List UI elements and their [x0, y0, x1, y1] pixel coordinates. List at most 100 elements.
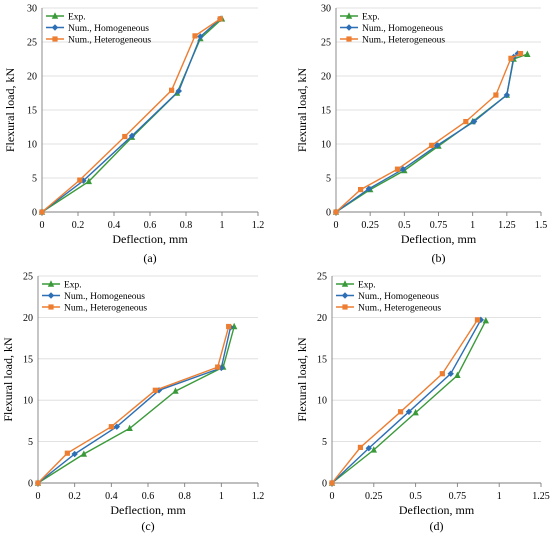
x-tick-label: 0.8 — [178, 491, 191, 502]
x-tick-label: 0.2 — [72, 220, 85, 231]
chart-panel-2: 0 5 10 15 20 25 30 0 0.25 0.5 0.75 1 1.25 1.5 Deflecti… — [295, 4, 547, 266]
data-point — [80, 177, 87, 184]
y-tick-label: 5 — [28, 437, 33, 448]
data-point — [474, 317, 481, 323]
x-tick-label: 1.2 — [252, 491, 265, 502]
data-point — [429, 142, 435, 148]
legend: Exp.Num., Homogeneous Num., Heterogeneous — [46, 12, 151, 46]
x-tick-label: 0.25 — [365, 491, 383, 502]
data-point — [463, 118, 469, 125]
series-line — [331, 319, 482, 484]
panel-label: (a) — [143, 251, 156, 265]
data-point — [39, 209, 45, 215]
x-tick-label: 0.75 — [449, 491, 467, 502]
x-tick-label: 1 — [219, 491, 224, 502]
x-axis-label: Deflection, mm — [112, 232, 188, 246]
x-tick-label: 0.5 — [398, 220, 411, 231]
legend-entry: Exp. — [362, 13, 380, 23]
data-point — [152, 387, 158, 393]
data-point — [197, 33, 204, 40]
y-axis-label: Flexural load, kN — [3, 68, 17, 153]
data-point — [217, 16, 223, 22]
series-diamond — [328, 316, 485, 487]
y-tick-label: 15 — [317, 354, 327, 365]
legend-marker — [341, 280, 349, 287]
x-tick-label: 1 — [497, 491, 502, 502]
series-line — [37, 326, 235, 484]
y-tick-label: 15 — [321, 106, 331, 117]
data-point — [399, 165, 407, 173]
y-tick-label: 25 — [27, 38, 37, 49]
x-tick-label: 0.4 — [108, 220, 121, 231]
x-tick-label: 1.2 — [252, 220, 265, 231]
data-point — [64, 450, 70, 456]
legend-entry: Exp. — [64, 281, 82, 291]
legend-entry: Num., Heterogeneous — [358, 304, 441, 314]
data-point — [128, 132, 136, 140]
data-point — [365, 445, 372, 452]
legend-marker — [341, 292, 349, 299]
data-point — [169, 87, 175, 93]
y-tick-label: 0 — [32, 208, 37, 219]
x-tick-label: 0.6 — [144, 220, 157, 231]
x-tick-label: 1.25 — [532, 491, 550, 502]
x-tick-label: 0.6 — [142, 491, 155, 502]
data-point — [357, 444, 364, 450]
legend-entry: Num., Homogeneous — [358, 292, 439, 302]
legend-marker — [345, 24, 353, 31]
series-square — [35, 323, 232, 486]
data-point — [433, 142, 441, 149]
data-point — [454, 371, 461, 379]
legend-marker — [51, 12, 59, 19]
data-point — [365, 185, 372, 193]
x-tick-label: 0 — [36, 491, 41, 502]
data-point — [226, 323, 232, 330]
y-tick-label: 5 — [322, 437, 327, 448]
data-point — [524, 50, 531, 57]
data-point — [370, 446, 377, 453]
x-tick-label: 0.8 — [180, 220, 193, 231]
panel-label: (d) — [430, 519, 444, 533]
y-axis-label: Flexural load, kN — [1, 337, 15, 422]
data-point — [394, 166, 401, 172]
y-axis-label: Flexural load, kN — [295, 337, 309, 422]
chart-panel-1: 0 5 10 15 20 25 30 0 0.2 0.4 0.6 0.8 1 1.2 Deflection,… — [3, 4, 264, 266]
series-line — [41, 18, 221, 213]
x-axis-label: Deflection, mm — [401, 232, 477, 246]
y-tick-label: 0 — [28, 479, 33, 490]
data-point — [514, 50, 521, 57]
legend-entry: Num., Homogeneous — [64, 292, 145, 302]
y-tick-label: 25 — [317, 272, 327, 283]
y-tick-label: 25 — [321, 38, 331, 49]
data-point — [508, 55, 514, 61]
y-axis-label: Flexural load, kN — [295, 68, 309, 153]
series-line — [331, 320, 487, 484]
y-tick-label: 10 — [321, 140, 331, 151]
x-tick-label: 1.5 — [535, 220, 548, 231]
legend-entry: Exp. — [68, 13, 86, 23]
data-point — [77, 177, 83, 183]
legend-marker — [52, 36, 58, 42]
y-tick-label: 25 — [23, 272, 33, 283]
data-point — [192, 33, 198, 39]
series-diamond — [34, 324, 234, 487]
data-point — [482, 317, 490, 324]
data-point — [405, 408, 413, 415]
data-point — [175, 87, 182, 95]
data-point — [126, 424, 133, 432]
series-line — [335, 53, 528, 213]
series-square — [39, 16, 223, 215]
legend-marker — [47, 280, 55, 287]
data-point — [71, 450, 78, 458]
legend-marker — [47, 292, 55, 299]
data-point — [329, 480, 335, 486]
y-tick-label: 20 — [23, 313, 33, 324]
legend-marker — [342, 304, 348, 310]
x-tick-label: 0 — [330, 491, 335, 502]
series-line — [41, 18, 223, 213]
series-diamond — [38, 15, 224, 216]
x-tick-label: 1 — [220, 220, 225, 231]
data-point — [80, 450, 88, 457]
y-tick-label: 0 — [322, 479, 327, 490]
chart-panel-4: 0 5 10 15 20 25 0 0.25 0.5 0.75 1 1.25 Deflection, m… — [295, 272, 550, 534]
